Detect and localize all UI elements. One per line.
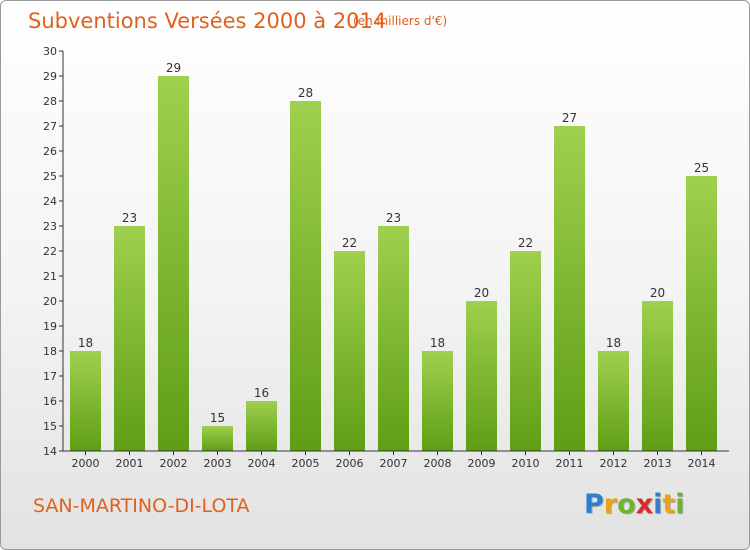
y-tick-label: 15 <box>43 420 57 433</box>
logo-letter: i <box>675 489 685 520</box>
bar-2003 <box>202 426 233 451</box>
y-tick-label: 20 <box>43 295 57 308</box>
location-name: SAN-MARTINO-DI-LOTA <box>33 495 250 517</box>
logo-letter: x <box>635 489 654 520</box>
y-tick-label: 17 <box>43 370 57 383</box>
x-tick-label-2006: 2006 <box>336 457 364 470</box>
y-tick-label: 22 <box>43 245 57 258</box>
data-label-2001: 23 <box>122 211 137 225</box>
y-tick-label: 26 <box>43 145 57 158</box>
data-label-2009: 20 <box>474 286 489 300</box>
y-tick-label: 30 <box>43 45 57 58</box>
data-label-2010: 22 <box>518 236 533 250</box>
bar-2001 <box>114 226 145 451</box>
y-tick-label: 29 <box>43 70 57 83</box>
y-tick-label: 28 <box>43 95 57 108</box>
bar-2009 <box>466 301 497 451</box>
x-axis: 2000 2001 2002 2003 2004 2005 2006 2007 2008 2009… <box>63 450 729 470</box>
y-tick-label: 19 <box>43 320 57 333</box>
bar-2012 <box>598 351 629 451</box>
data-label-2005: 28 <box>298 86 313 100</box>
data-label-2011: 27 <box>562 111 577 125</box>
x-tick-label-2004: 2004 <box>248 457 276 470</box>
y-tick-label: 14 <box>43 445 57 458</box>
bar-2011 <box>554 126 585 451</box>
data-label-2004: 16 <box>254 386 269 400</box>
y-tick-label: 25 <box>43 170 57 183</box>
bar-2004 <box>246 401 277 451</box>
x-tick-label-2013: 2013 <box>644 457 672 470</box>
x-tick-label-2008: 2008 <box>424 457 452 470</box>
bar-2010 <box>510 251 541 451</box>
data-label-2003: 15 <box>210 411 225 425</box>
proxiti-logo: Proxiti <box>584 489 685 520</box>
x-tick-label-2000: 2000 <box>72 457 100 470</box>
bar-2014 <box>686 176 717 451</box>
x-tick-label-2011: 2011 <box>556 457 584 470</box>
x-tick-label-2007: 2007 <box>380 457 408 470</box>
bar-2008 <box>422 351 453 451</box>
chart-title: Subventions Versées 2000 à 2014 <box>28 9 387 33</box>
bar-2005 <box>290 101 321 451</box>
x-tick-label-2003: 2003 <box>204 457 232 470</box>
data-label-2006: 22 <box>342 236 357 250</box>
data-label-2008: 18 <box>430 336 445 350</box>
logo-letter: o <box>617 489 636 520</box>
data-label-2007: 23 <box>386 211 401 225</box>
logo-letter: P <box>584 489 604 520</box>
data-label-2012: 18 <box>606 336 621 350</box>
y-tick-label: 16 <box>43 395 57 408</box>
y-axis: 14 15 16 17 18 19 20 21 22 23 24 25 26 27 28 29 30 <box>43 45 64 458</box>
x-tick-label-2001: 2001 <box>116 457 144 470</box>
logo-letter: r <box>603 489 618 520</box>
chart-unit-subtitle: (en milliers d'€) <box>353 14 448 28</box>
logo-letter: t <box>662 489 676 520</box>
x-tick-label-2005: 2005 <box>292 457 320 470</box>
data-label-2000: 18 <box>78 336 93 350</box>
bar-2002 <box>158 76 189 451</box>
bar-2006 <box>334 251 365 451</box>
bar-2000 <box>70 351 101 451</box>
y-tick-label: 23 <box>43 220 57 233</box>
bar-2013 <box>642 301 673 451</box>
x-tick-label-2009: 2009 <box>468 457 496 470</box>
y-tick-label: 18 <box>43 345 57 358</box>
y-tick-label: 21 <box>43 270 57 283</box>
data-label-2014: 25 <box>694 161 709 175</box>
bar-2007 <box>378 226 409 451</box>
data-label-2013: 20 <box>650 286 665 300</box>
x-tick-label-2010: 2010 <box>512 457 540 470</box>
data-label-2002: 29 <box>166 61 181 75</box>
x-tick-label-2012: 2012 <box>600 457 628 470</box>
x-tick-label-2014: 2014 <box>688 457 716 470</box>
bars: 18 23 29 15 16 28 22 23 18 20 22 27 18 20 25 <box>70 61 717 451</box>
y-tick-label: 24 <box>43 195 57 208</box>
x-tick-label-2002: 2002 <box>160 457 188 470</box>
y-tick-label: 27 <box>43 120 57 133</box>
logo-letter: i <box>653 489 663 520</box>
